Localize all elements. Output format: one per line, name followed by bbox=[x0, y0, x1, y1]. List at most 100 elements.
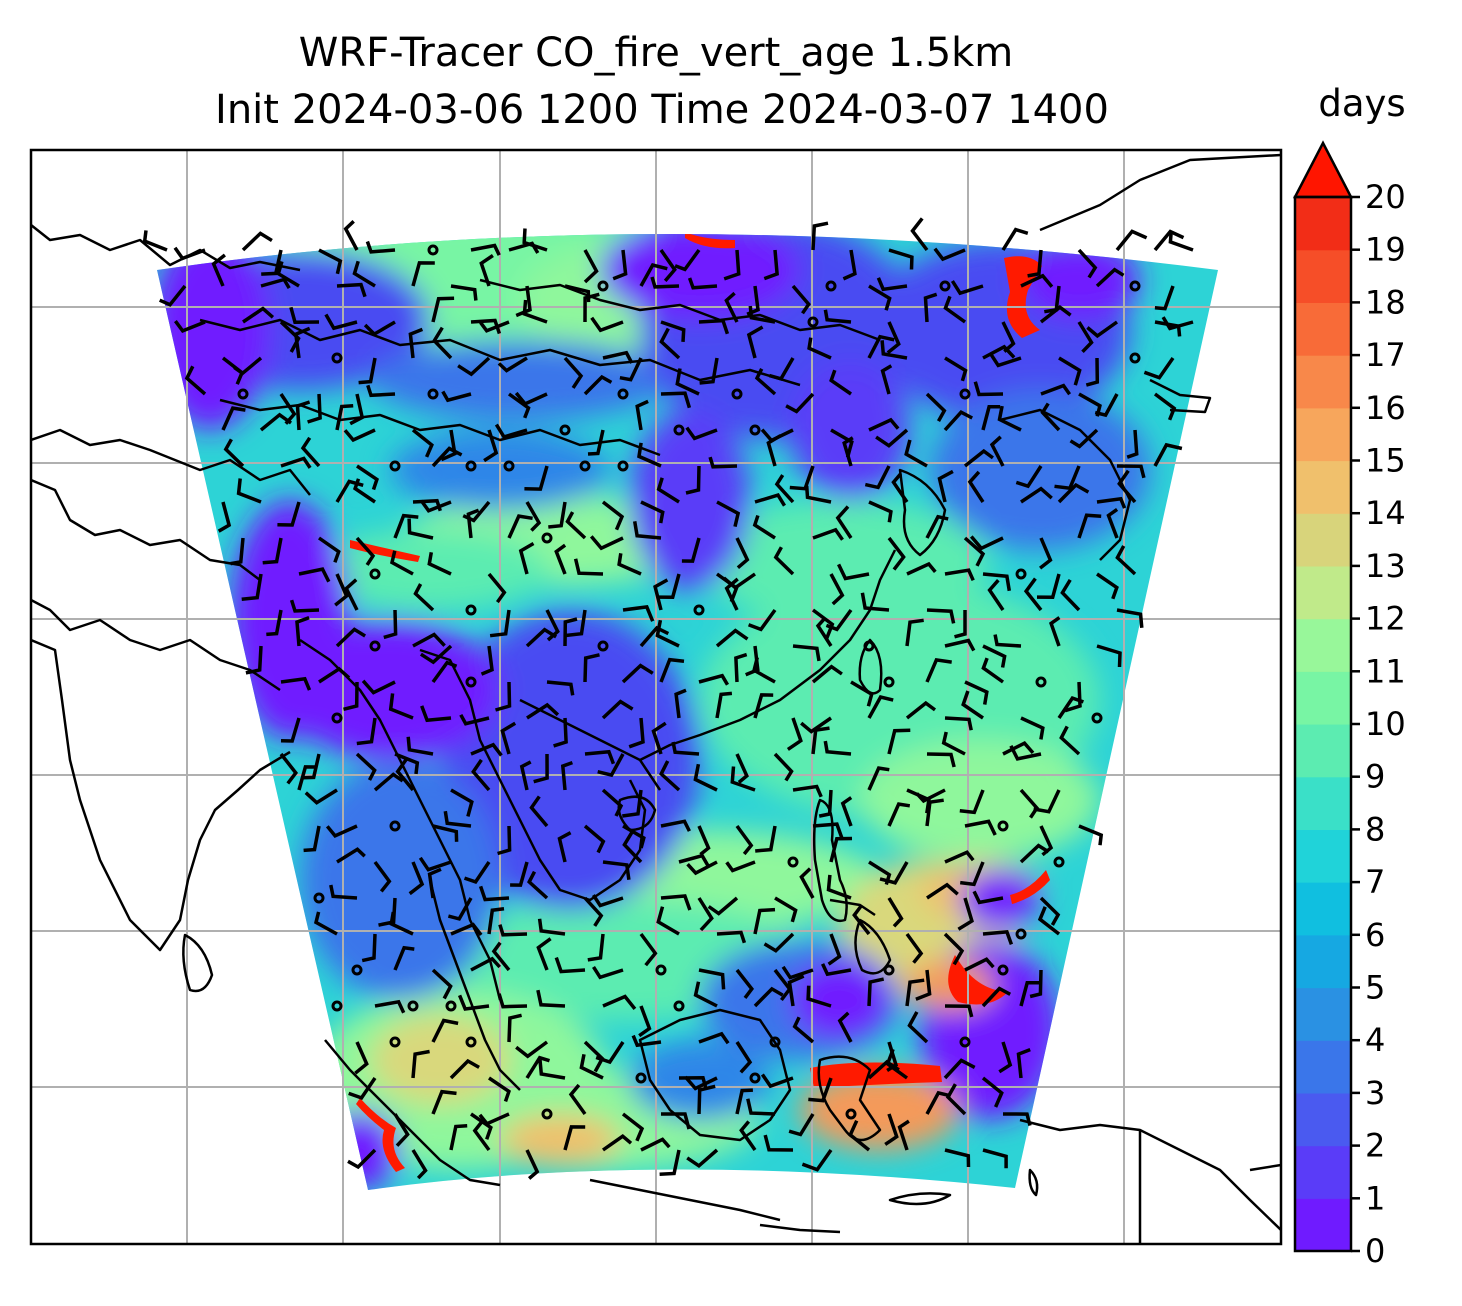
wind-barb bbox=[356, 717, 377, 746]
wind-barb bbox=[681, 537, 701, 563]
wind-barb bbox=[631, 1034, 662, 1048]
wind-barb bbox=[293, 326, 311, 359]
wind-barb bbox=[411, 1049, 430, 1079]
wind-barb bbox=[470, 1112, 493, 1140]
wind-barb bbox=[1054, 465, 1081, 491]
wind-barb bbox=[297, 765, 316, 791]
wind-barb bbox=[959, 789, 985, 815]
calm-circle bbox=[997, 820, 1009, 832]
wind-barb bbox=[525, 1055, 551, 1079]
wind-barb bbox=[525, 1149, 540, 1180]
wind-barb bbox=[211, 253, 226, 287]
wind-barb bbox=[763, 249, 779, 281]
wind-barb bbox=[876, 277, 908, 292]
wind-barb bbox=[462, 500, 491, 523]
wind-barb bbox=[300, 436, 321, 468]
wind-barb bbox=[722, 572, 756, 590]
colorbar-band bbox=[1295, 1198, 1351, 1252]
wind-barb bbox=[491, 941, 511, 972]
wind-barb bbox=[811, 221, 829, 251]
wind-barb bbox=[443, 810, 472, 828]
wind-barb bbox=[352, 260, 376, 288]
wind-barb bbox=[806, 985, 832, 1008]
wind-barb bbox=[617, 553, 642, 576]
wind-barb bbox=[635, 399, 649, 431]
colorbar-tick-label: 17 bbox=[1365, 336, 1406, 374]
wind-barb bbox=[242, 306, 275, 324]
wind-barb bbox=[835, 505, 853, 539]
wind-barb bbox=[987, 579, 1005, 611]
wind-barb bbox=[725, 860, 756, 873]
wind-barb bbox=[944, 1148, 971, 1168]
calm-circle bbox=[787, 856, 799, 868]
colorbar-tick-label: 16 bbox=[1365, 389, 1406, 427]
wind-barb bbox=[925, 514, 949, 539]
wind-barb bbox=[1154, 285, 1175, 311]
wind-barb bbox=[450, 788, 474, 817]
wind-barb bbox=[773, 752, 794, 782]
wind-barb bbox=[774, 896, 798, 923]
wind-barb bbox=[650, 276, 680, 289]
wind-barb bbox=[389, 550, 414, 576]
wind-barb bbox=[583, 653, 600, 683]
wind-barb bbox=[1040, 402, 1061, 432]
wind-barb bbox=[1029, 969, 1043, 999]
wind-barb bbox=[411, 428, 434, 458]
wind-barb bbox=[969, 535, 1004, 551]
calm-circle bbox=[465, 676, 477, 688]
wind-barb bbox=[715, 691, 733, 719]
wind-barb bbox=[533, 753, 549, 784]
wind-barb bbox=[998, 1041, 1013, 1074]
wind-barb bbox=[671, 741, 700, 756]
wind-barb bbox=[621, 663, 654, 684]
wind-barb bbox=[915, 969, 932, 1001]
wind-barb bbox=[811, 726, 830, 755]
wind-barb bbox=[622, 789, 643, 818]
wind-barb bbox=[348, 1077, 377, 1100]
wind-barb bbox=[716, 930, 747, 944]
wind-barb bbox=[583, 896, 604, 927]
wind-barb bbox=[933, 247, 966, 262]
wind-barb bbox=[366, 384, 396, 398]
wind-barb bbox=[184, 365, 207, 396]
wind-barb bbox=[659, 327, 681, 360]
wind-barb bbox=[568, 1083, 587, 1116]
wind-barb bbox=[1059, 725, 1081, 756]
wind-barb bbox=[651, 721, 667, 755]
wind-barb bbox=[289, 599, 320, 613]
calm-circle bbox=[331, 352, 343, 364]
wind-barb bbox=[241, 231, 273, 252]
wind-barb bbox=[1153, 442, 1183, 467]
wind-barb bbox=[325, 824, 358, 839]
wind-barb bbox=[472, 1121, 491, 1152]
wind-barb bbox=[944, 356, 968, 382]
wind-barb bbox=[1057, 482, 1090, 504]
wind-barb bbox=[766, 434, 782, 467]
wind-barb bbox=[223, 438, 245, 468]
wind-barb bbox=[860, 592, 890, 612]
wind-barb bbox=[471, 758, 491, 792]
wind-barb bbox=[1161, 316, 1194, 331]
colorbar-tick-label: 10 bbox=[1365, 705, 1406, 743]
wind-barb bbox=[699, 357, 719, 385]
wind-barb bbox=[565, 511, 587, 540]
wind-barb bbox=[529, 795, 549, 828]
wind-barb bbox=[655, 619, 680, 648]
wind-barb bbox=[963, 536, 986, 567]
wind-barb bbox=[583, 249, 599, 284]
calm-circle bbox=[465, 460, 477, 472]
wind-barb bbox=[601, 500, 625, 531]
wind-barb bbox=[842, 436, 854, 467]
wind-barb bbox=[1095, 267, 1125, 288]
calm-circle bbox=[427, 388, 439, 400]
wind-barb bbox=[1117, 469, 1137, 504]
wind-barb bbox=[943, 295, 967, 324]
wind-barb bbox=[591, 894, 624, 908]
wind-barb bbox=[937, 469, 954, 503]
wind-barb bbox=[823, 309, 852, 324]
wind-barb bbox=[1015, 465, 1043, 489]
wind-barb bbox=[1069, 428, 1099, 449]
wind-barb bbox=[747, 608, 777, 632]
wind-barb bbox=[982, 572, 1012, 592]
